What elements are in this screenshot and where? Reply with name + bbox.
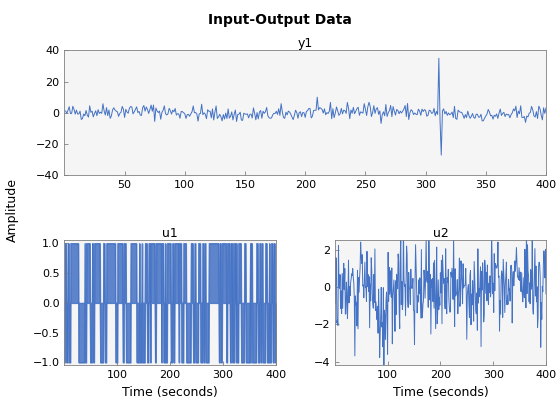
- z7d: [543, 105, 549, 110]
- z7d: [409, 108, 416, 113]
- Title: u2: u2: [432, 227, 448, 240]
- z7d: [146, 241, 152, 246]
- z7d: [272, 360, 279, 365]
- z7d: [412, 110, 418, 116]
- z7d: [120, 107, 127, 112]
- z7d: [402, 282, 408, 287]
- z7d: [130, 241, 137, 246]
- Text: Input-Output Data: Input-Output Data: [208, 13, 352, 26]
- z7d: [332, 301, 339, 306]
- Line: z7d: z7d: [66, 58, 546, 155]
- z7d: [195, 360, 202, 365]
- z7d: [381, 363, 388, 368]
- z7d: [214, 241, 221, 246]
- z7d: [62, 108, 69, 113]
- z7d: [486, 290, 493, 295]
- X-axis label: Time (seconds): Time (seconds): [122, 386, 218, 399]
- z7d: [438, 152, 445, 158]
- z7d: [215, 241, 222, 246]
- z7d: [357, 239, 364, 244]
- z7d: [253, 117, 259, 122]
- z7d: [485, 302, 492, 307]
- z7d: [417, 276, 423, 281]
- z7d: [87, 360, 94, 365]
- Line: z7d: z7d: [335, 222, 546, 365]
- z7d: [436, 56, 442, 61]
- X-axis label: Time (seconds): Time (seconds): [393, 386, 488, 399]
- z7d: [219, 118, 226, 123]
- Title: u1: u1: [162, 227, 178, 240]
- Line: z7d: z7d: [65, 243, 276, 362]
- z7d: [365, 105, 371, 110]
- z7d: [400, 220, 407, 225]
- Title: y1: y1: [297, 37, 313, 50]
- Text: Amplitude: Amplitude: [6, 178, 19, 242]
- z7d: [62, 241, 69, 246]
- z7d: [543, 291, 549, 297]
- z7d: [62, 360, 68, 365]
- z7d: [465, 301, 472, 306]
